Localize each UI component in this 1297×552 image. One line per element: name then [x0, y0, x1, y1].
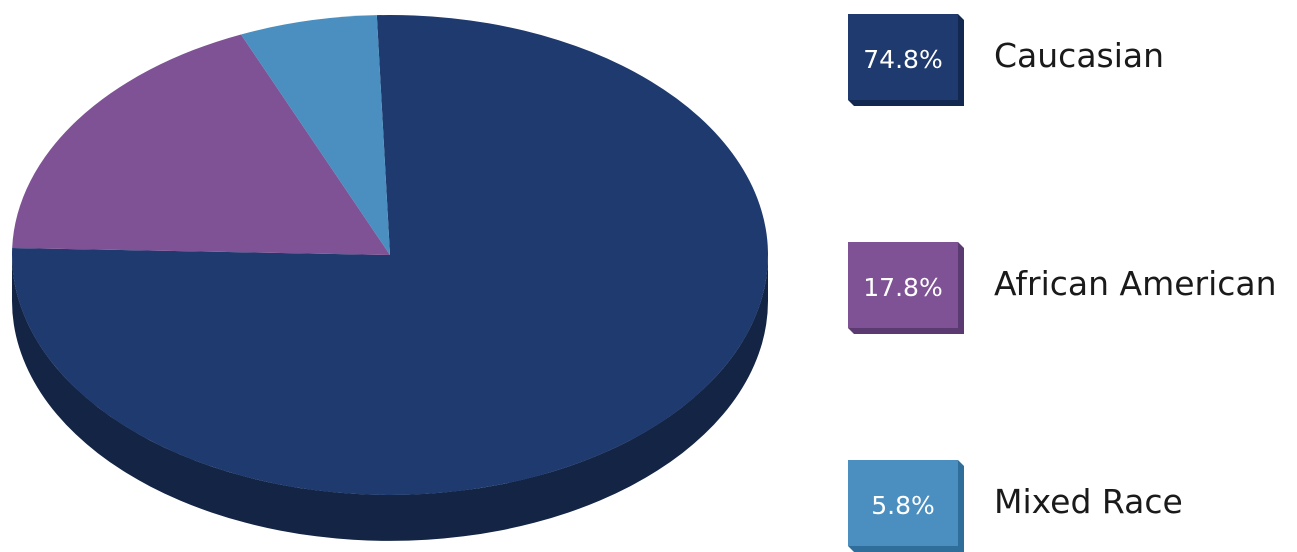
legend-swatch-african-american: 17.8% [848, 242, 964, 334]
legend-label-african-american: African American [994, 264, 1277, 303]
pie-side-walls [12, 255, 768, 541]
legend-value-mixed-race: 5.8% [871, 491, 935, 520]
legend-item-mixed-race: 5.8% Mixed Race [848, 456, 1297, 552]
legend-swatch-mixed-race: 5.8% [848, 460, 964, 552]
legend-value-african-american: 17.8% [863, 273, 943, 302]
pie-side-caucasian [12, 255, 768, 541]
legend-item-caucasian: 74.8% Caucasian [848, 10, 1297, 106]
legend-label-mixed-race: Mixed Race [994, 482, 1183, 521]
pie-slice-mixed-race [240, 15, 390, 256]
legend-label-caucasian: Caucasian [994, 36, 1165, 75]
legend-swatch-caucasian: 74.8% [848, 14, 964, 106]
legend-item-african-american: 17.8% African American [848, 238, 1297, 334]
legend-value-caucasian: 74.8% [863, 45, 943, 74]
pie-chart [12, 14, 769, 541]
pie-slice-african-american [12, 34, 391, 255]
